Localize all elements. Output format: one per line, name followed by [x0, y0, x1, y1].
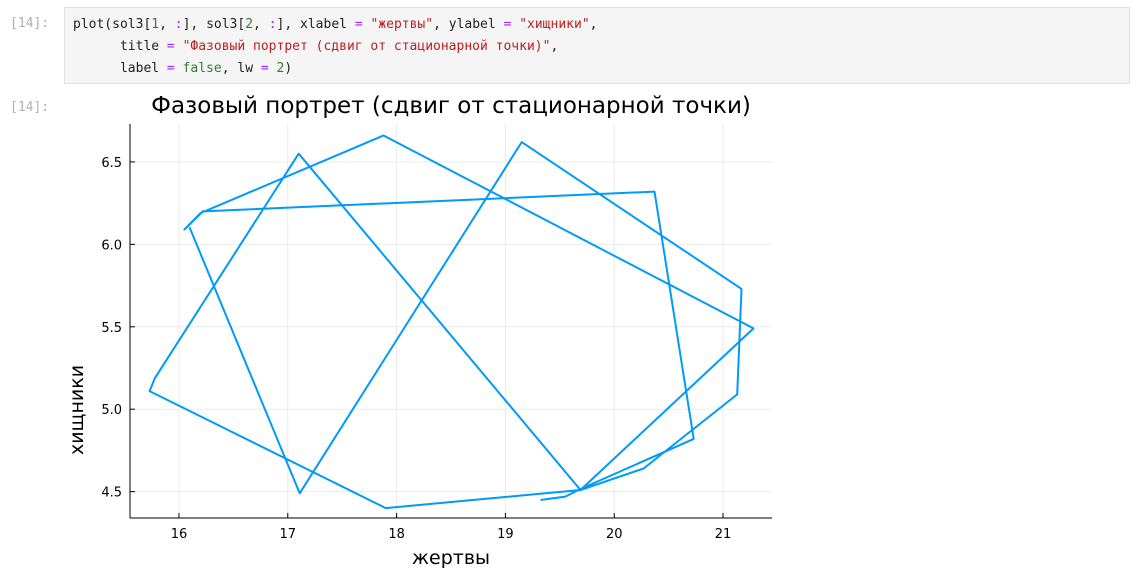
x-tick-label: 17 — [280, 527, 297, 542]
x-axis-label: жертвы — [412, 547, 490, 569]
tick-labels: 16 17 18 19 20 21 4.5 5.0 5.5 6.0 6.5 — [101, 156, 731, 542]
y-tick-label: 5.0 — [101, 403, 122, 418]
x-tick-label: 21 — [715, 527, 732, 542]
y-axis-label: хищники — [66, 365, 88, 455]
x-tick-label: 20 — [606, 527, 623, 542]
phase-portrait-chart: 16 17 18 19 20 21 4.5 5.0 5.5 6.0 6.5 Фазовый порт… — [66, 93, 772, 569]
x-tick-label: 18 — [388, 527, 405, 542]
grid — [130, 124, 772, 518]
x-tick-label: 19 — [497, 527, 514, 542]
input-prompt: [14]: — [10, 16, 50, 31]
x-tick-label: 16 — [171, 527, 188, 542]
output-prompt: [14]: — [10, 100, 50, 115]
code-text: plot(sol3[1, :], sol3[2, :], xlabel = "ж… — [73, 17, 598, 76]
y-tick-label: 6.0 — [101, 238, 122, 253]
series-line — [148, 134, 755, 510]
y-tick-label: 6.5 — [101, 156, 122, 171]
y-tick-label: 4.5 — [101, 486, 122, 501]
chart-title: Фазовый портрет (сдвиг от стационарной т… — [151, 93, 751, 119]
axes — [129, 124, 772, 519]
y-tick-label: 5.5 — [101, 321, 122, 336]
output-plot: 16 17 18 19 20 21 4.5 5.0 5.5 6.0 6.5 Фазовый порт… — [64, 88, 784, 574]
code-cell-editor[interactable]: plot(sol3[1, :], sol3[2, :], xlabel = "ж… — [64, 7, 1130, 84]
